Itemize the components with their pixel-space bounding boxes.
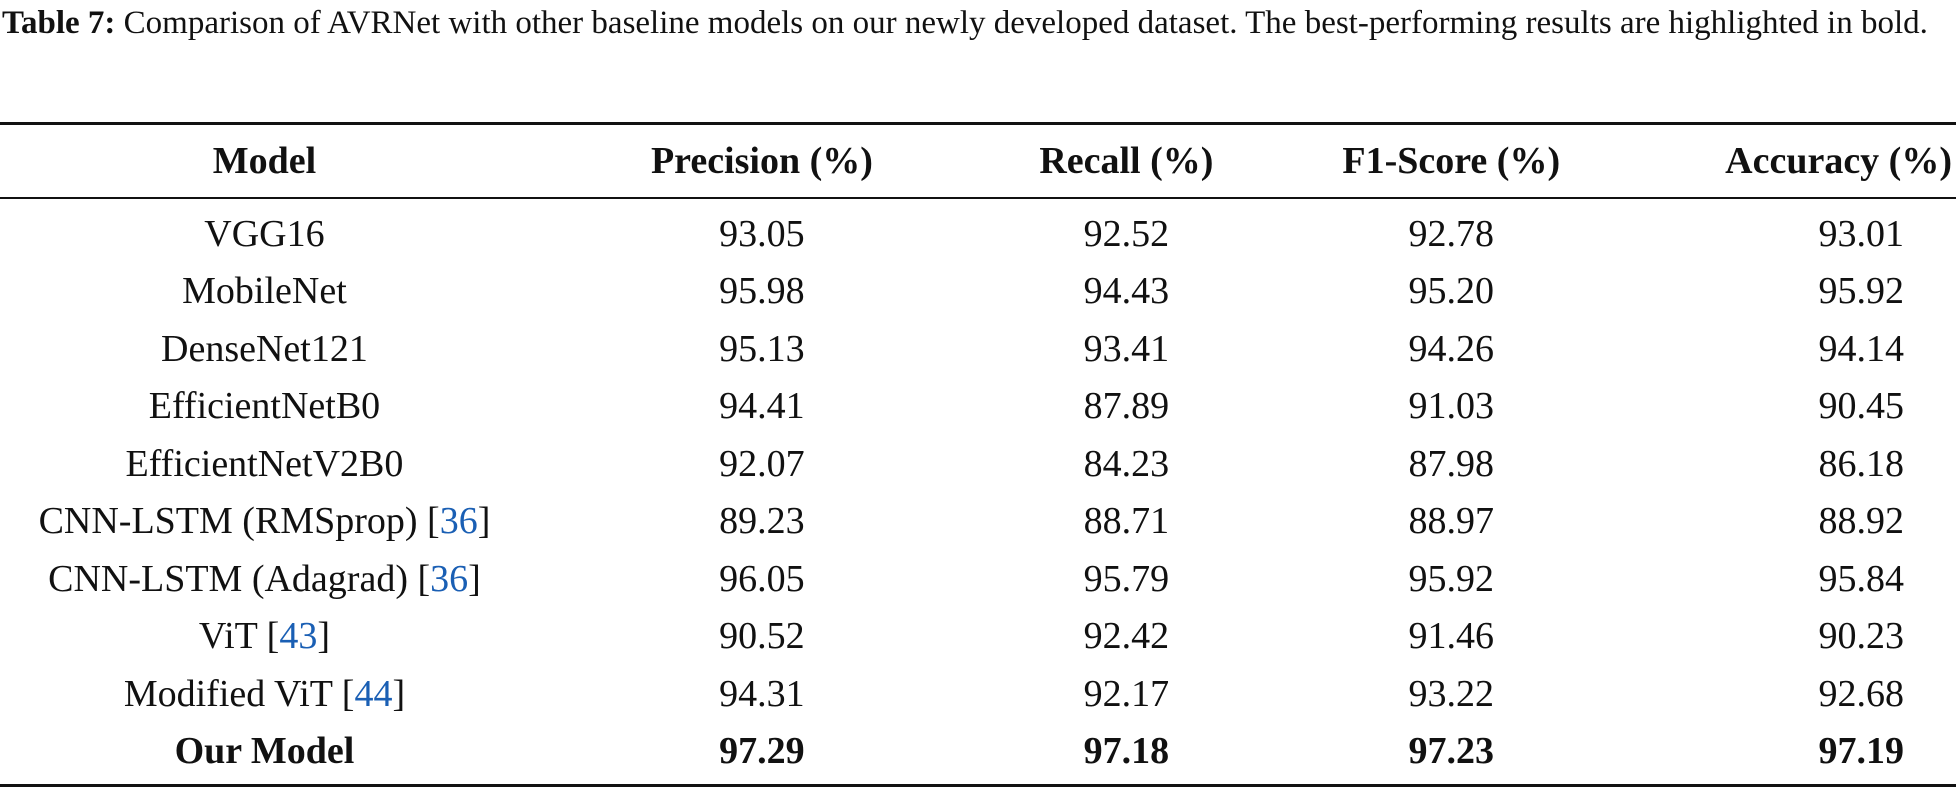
cell-accuracy: 97.19: [1818, 730, 1905, 773]
table-row: Our Model 97.29 97.18 97.23 97.19: [0, 723, 1956, 786]
citation-link[interactable]: 36: [430, 557, 469, 600]
cell-precision: 94.41: [719, 385, 805, 428]
cell-f1: 95.20: [1408, 270, 1495, 313]
cell-recall: 92.52: [1083, 212, 1170, 255]
table-row: MobileNet 95.98 94.43 95.20 95.92: [0, 263, 1956, 321]
cell-accuracy: 86.18: [1818, 442, 1905, 485]
header-f1-score: F1-Score (%): [1342, 140, 1561, 182]
table-body: VGG16 93.05 92.52 92.78 93.01 MobileNet 95.98 9…: [0, 198, 1956, 786]
table-caption: Table 7: Comparison of AVRNet with other…: [2, 0, 1954, 47]
header-accuracy: Accuracy (%): [1725, 140, 1952, 182]
header-recall: Recall (%): [1039, 140, 1214, 182]
table-row: CNN-LSTM (RMSprop) [36] 89.23 88.71 88.97 88…: [0, 493, 1956, 551]
cell-f1: 87.98: [1408, 442, 1495, 485]
cell-f1: 92.78: [1408, 212, 1495, 255]
cell-recall: 95.79: [1083, 557, 1170, 600]
cell-model: EfficientNetB0: [0, 378, 529, 436]
cell-accuracy: 92.68: [1818, 672, 1905, 715]
cell-recall: 84.23: [1083, 442, 1170, 485]
model-name: EfficientNetV2B0: [125, 442, 404, 485]
cell-precision: 96.05: [719, 557, 805, 600]
table-row: DenseNet121 95.13 93.41 94.26 94.14: [0, 320, 1956, 378]
cell-recall: 97.18: [1083, 730, 1170, 773]
model-name: CNN-LSTM (RMSprop): [38, 500, 428, 543]
cell-accuracy: 93.01: [1818, 212, 1905, 255]
cell-f1: 91.03: [1408, 385, 1495, 428]
cell-accuracy: 88.92: [1818, 500, 1905, 543]
cell-precision: 97.29: [719, 730, 805, 773]
table-row: CNN-LSTM (Adagrad) [36] 96.05 95.79 95.92 95…: [0, 550, 1956, 608]
cell-model: Our Model: [0, 723, 529, 786]
citation-bracket-close: ]: [392, 672, 406, 715]
cell-accuracy: 95.84: [1818, 557, 1905, 600]
cell-accuracy: 95.92: [1818, 270, 1905, 313]
table-row: EfficientNetV2B0 92.07 84.23 87.98 86.18: [0, 435, 1956, 493]
cell-model: ViT [43]: [0, 608, 529, 666]
model-name: MobileNet: [182, 270, 347, 313]
citation-bracket-close: ]: [477, 500, 491, 543]
citation-bracket-open: [: [341, 672, 355, 715]
results-table: Model Precision (%) Recall (%) F1-Score …: [0, 122, 1956, 787]
model-name: Modified ViT: [123, 672, 342, 715]
header-model: Model: [212, 140, 317, 182]
cell-precision: 93.05: [719, 212, 805, 255]
model-name: Our Model: [174, 730, 355, 773]
cell-accuracy: 94.14: [1818, 327, 1905, 370]
cell-precision: 95.98: [719, 270, 805, 313]
cell-recall: 87.89: [1083, 385, 1170, 428]
cell-f1: 95.92: [1408, 557, 1495, 600]
model-name: CNN-LSTM (Adagrad): [48, 557, 418, 600]
cell-model: VGG16: [0, 198, 529, 263]
citation-bracket-open: [: [266, 615, 280, 658]
model-name: ViT: [198, 615, 267, 658]
cell-f1: 91.46: [1408, 615, 1495, 658]
table-row: VGG16 93.05 92.52 92.78 93.01: [0, 198, 1956, 263]
model-name: DenseNet121: [161, 327, 368, 370]
table-row: Modified ViT [44] 94.31 92.17 93.22 92.68: [0, 665, 1956, 723]
cell-precision: 89.23: [719, 500, 805, 543]
cell-model: EfficientNetV2B0: [0, 435, 529, 493]
cell-model: CNN-LSTM (RMSprop) [36]: [0, 493, 529, 551]
cell-precision: 92.07: [719, 442, 805, 485]
cell-f1: 97.23: [1408, 730, 1495, 773]
cell-recall: 88.71: [1083, 500, 1170, 543]
cell-recall: 94.43: [1083, 270, 1170, 313]
citation-link[interactable]: 44: [354, 672, 393, 715]
citation-bracket-close: ]: [317, 615, 330, 658]
cell-f1: 93.22: [1408, 672, 1495, 715]
cell-precision: 90.52: [719, 615, 805, 658]
cell-recall: 92.17: [1083, 672, 1170, 715]
cell-precision: 94.31: [719, 672, 805, 715]
cell-f1: 88.97: [1408, 500, 1495, 543]
cell-model: CNN-LSTM (Adagrad) [36]: [0, 550, 529, 608]
cell-accuracy: 90.45: [1818, 385, 1905, 428]
citation-bracket-open: [: [427, 500, 440, 543]
model-name: VGG16: [204, 212, 325, 255]
cell-model: MobileNet: [0, 263, 529, 321]
caption-label: Table 7:: [2, 5, 116, 41]
header-precision: Precision (%): [650, 140, 873, 182]
citation-link[interactable]: 43: [279, 615, 318, 658]
cell-accuracy: 90.23: [1818, 615, 1905, 658]
cell-model: Modified ViT [44]: [0, 665, 529, 723]
table-row: ViT [43] 90.52 92.42 91.46 90.23: [0, 608, 1956, 666]
model-name: EfficientNetB0: [148, 385, 381, 428]
cell-f1: 94.26: [1408, 327, 1495, 370]
citation-bracket-open: [: [417, 557, 431, 600]
cell-recall: 93.41: [1083, 327, 1170, 370]
cell-recall: 92.42: [1083, 615, 1170, 658]
cell-model: DenseNet121: [0, 320, 529, 378]
cell-precision: 95.13: [719, 327, 805, 370]
citation-bracket-close: ]: [468, 557, 481, 600]
table-header-row: Model Precision (%) Recall (%) F1-Score …: [0, 123, 1956, 198]
caption-text: Comparison of AVRNet with other baseline…: [115, 5, 1928, 41]
table-row: EfficientNetB0 94.41 87.89 91.03 90.45: [0, 378, 1956, 436]
citation-link[interactable]: 36: [439, 500, 478, 543]
results-table-container: Model Precision (%) Recall (%) F1-Score …: [0, 122, 1956, 787]
